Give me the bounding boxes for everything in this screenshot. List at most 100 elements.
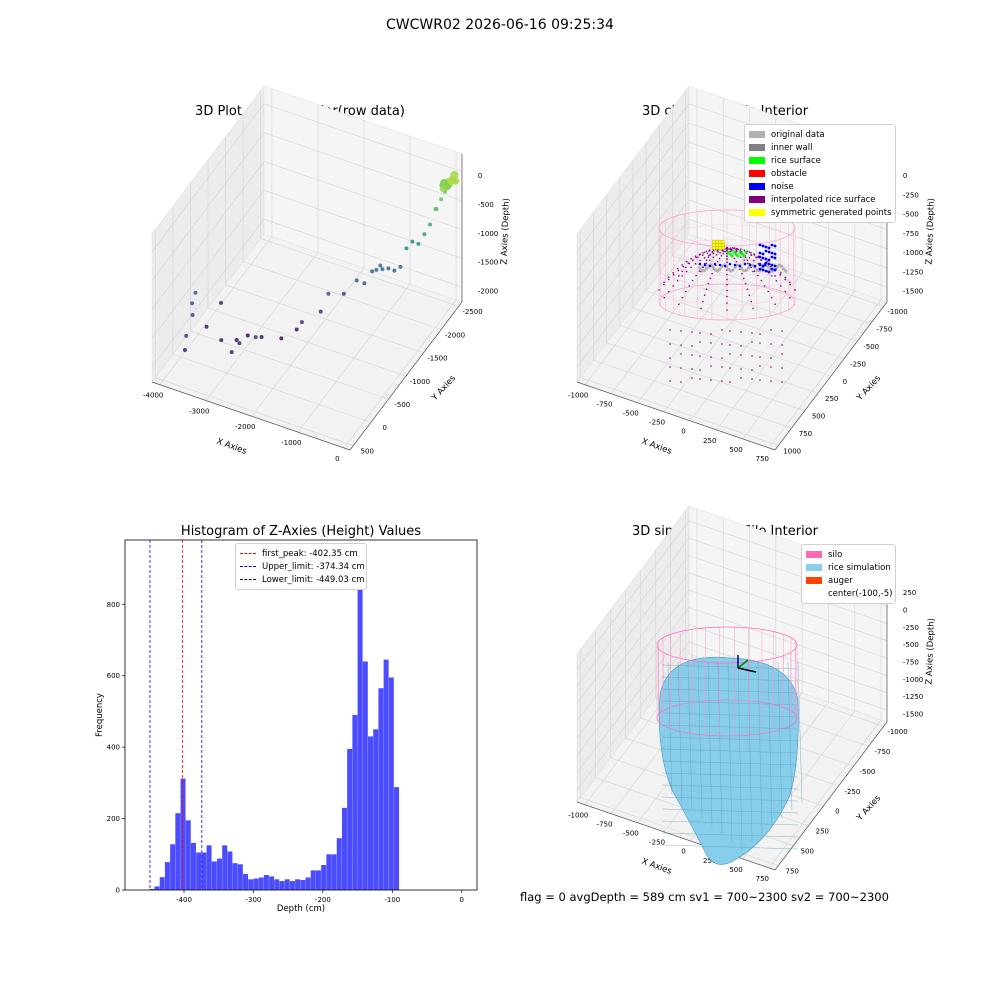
z-tick-label: -250 — [903, 624, 919, 632]
interp-point — [760, 279, 763, 282]
interp-point — [678, 275, 680, 277]
interp-point — [741, 272, 743, 275]
data-point — [374, 267, 379, 272]
interp-point — [733, 247, 736, 249]
surface-mesh-line — [757, 661, 763, 835]
interp-point — [710, 365, 712, 367]
legend-swatch-symmetric — [749, 209, 765, 216]
interp-point — [705, 288, 708, 291]
interp-point — [680, 330, 682, 332]
interp-point — [690, 266, 692, 269]
interp-point — [688, 262, 691, 265]
x-axis-label: X Axies — [640, 857, 673, 877]
interp-point — [702, 300, 704, 303]
noise-point — [733, 263, 737, 267]
interp-point — [710, 333, 712, 335]
interp-point — [691, 354, 693, 356]
data-point — [299, 320, 304, 325]
y-tick-label: 500 — [812, 413, 825, 421]
noise-point — [761, 252, 765, 256]
interp-point — [709, 253, 712, 256]
interp-point — [680, 353, 682, 355]
surface-mesh-line — [661, 844, 799, 850]
x-tick-label: -1000 — [568, 812, 588, 820]
legend-label: noise — [771, 181, 794, 192]
data-point — [398, 264, 403, 269]
noise-point — [770, 255, 774, 259]
original-point — [702, 269, 707, 273]
histogram-xlabel: Depth (cm) — [277, 904, 325, 914]
interp-point — [702, 252, 704, 254]
interp-point — [771, 275, 773, 277]
y-tick-label: -250 — [850, 360, 866, 368]
data-point — [219, 300, 224, 305]
histogram-bar — [232, 863, 238, 890]
interp-point — [685, 260, 688, 263]
interp-point — [731, 247, 734, 249]
noise-point — [764, 257, 768, 261]
y-tick-label: -2000 — [445, 331, 465, 339]
x-tick-label: -100 — [384, 896, 400, 904]
grid-line — [688, 589, 888, 659]
histogram-bar — [170, 844, 176, 890]
center-marker-x — [737, 667, 757, 673]
x-tick-label: 250 — [703, 857, 716, 865]
interp-point — [715, 254, 718, 256]
interp-point — [677, 269, 680, 272]
legend-label: inner wall — [771, 142, 813, 153]
interp-point — [705, 262, 708, 265]
interp-point — [729, 247, 732, 249]
interp-point — [718, 257, 721, 260]
interp-point — [753, 270, 756, 272]
legend-line-lower — [240, 579, 256, 580]
rice-surface-point — [728, 252, 732, 256]
interp-point — [697, 256, 699, 259]
interp-point — [726, 247, 728, 250]
interp-point — [726, 309, 728, 311]
grid-line — [576, 607, 690, 756]
rice-surface-point — [736, 254, 740, 258]
y-tick-label: 0 — [116, 887, 120, 895]
interp-point — [770, 380, 772, 382]
data-point — [190, 301, 195, 306]
histogram-bar — [258, 877, 264, 890]
surface-mesh-line — [717, 661, 723, 835]
x-tick-label: 750 — [756, 875, 769, 883]
data-point — [378, 263, 383, 268]
interp-point — [759, 379, 761, 381]
interp-point — [748, 257, 751, 259]
legend-swatch-noise — [749, 183, 765, 190]
original-point — [740, 266, 744, 271]
y-tick-label: 750 — [799, 430, 812, 438]
interp-point — [735, 247, 738, 250]
legend-swatch-rice-surface — [749, 157, 765, 164]
interp-point — [746, 288, 749, 291]
noise-point — [753, 264, 757, 268]
interp-point — [774, 303, 776, 305]
x-axis-line — [151, 381, 351, 451]
interp-point — [691, 345, 693, 347]
interp-point — [740, 331, 742, 333]
panel1-points — [182, 170, 460, 355]
interp-point — [752, 270, 754, 273]
data-point — [219, 338, 224, 343]
original-point — [727, 267, 731, 271]
y-tick-label: -1000 — [887, 308, 907, 316]
x-tick-label: -1000 — [568, 392, 588, 400]
data-point — [182, 347, 187, 352]
panel2-points — [658, 209, 796, 383]
data-point — [380, 267, 385, 272]
interp-point — [729, 353, 731, 355]
noise-point — [770, 263, 774, 267]
y-tick-label: 600 — [107, 672, 120, 680]
interp-point — [709, 249, 711, 251]
original-point — [744, 268, 748, 273]
histogram-bar — [378, 688, 384, 890]
interp-point — [760, 259, 763, 262]
z-tick-label: 250 — [903, 589, 916, 597]
y-tick-label: 1000 — [783, 447, 801, 455]
legend-label: Lower_limit: -449.03 cm — [262, 574, 365, 585]
data-point — [193, 290, 198, 295]
grid-line — [263, 161, 463, 230]
histogram-bar — [274, 879, 280, 890]
